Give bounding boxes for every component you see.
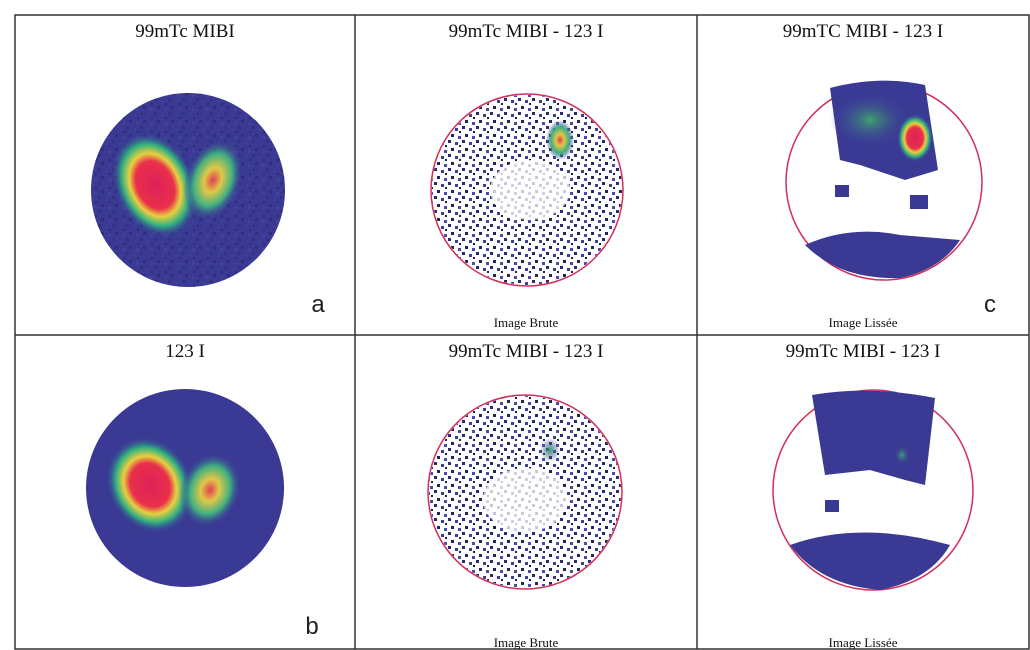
figure: 99mTc MIBI a 99mTc MIBI - 123 I Image Brute… <box>0 0 1030 650</box>
panel-caption: Image Brute <box>494 635 559 650</box>
panel-caption: Image Brute <box>494 315 559 330</box>
panel-title: 99mTc MIBI - 123 I <box>449 341 604 362</box>
panel-letter: b <box>305 613 318 640</box>
panel-caption: Image Lissée <box>829 315 898 330</box>
scan-raw-top <box>431 94 623 286</box>
panel-letter: c <box>984 291 996 318</box>
scan-raw-bottom <box>428 395 622 589</box>
panel-caption: Image Lissée <box>829 635 898 650</box>
scan-smooth-bottom <box>773 390 973 590</box>
panel-title: 99mTC MIBI - 123 I <box>783 21 943 42</box>
panel-title: 99mTc MIBI - 123 I <box>786 341 941 362</box>
panel-letter: a <box>311 291 325 318</box>
scan-b <box>86 389 284 587</box>
panel-title: 99mTc MIBI - 123 I <box>449 21 604 42</box>
panel-title: 99mTc MIBI <box>135 21 234 42</box>
panel-title: 123 I <box>165 341 205 362</box>
scan-a <box>91 93 285 287</box>
scan-smooth-top <box>786 81 982 280</box>
